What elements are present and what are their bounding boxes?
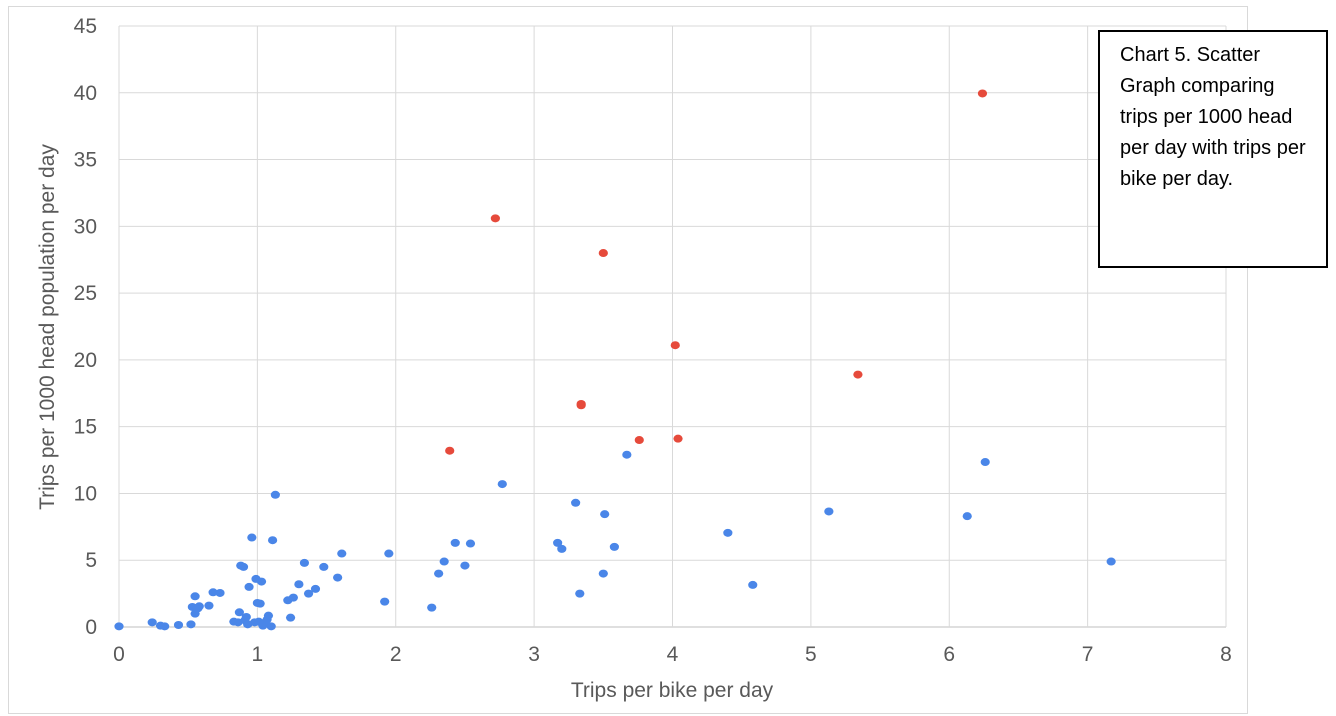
y-tick-label: 15 xyxy=(74,416,97,439)
data-point-blue xyxy=(1106,557,1116,566)
data-point-blue xyxy=(622,450,632,459)
data-point-red xyxy=(670,341,680,350)
y-tick-label: 10 xyxy=(74,482,97,505)
chart-annotation-text: Chart 5. Scatter Graph comparing trips p… xyxy=(1120,44,1306,190)
data-point-blue xyxy=(233,618,243,627)
y-tick-label: 0 xyxy=(85,616,97,639)
data-point-blue xyxy=(256,577,267,586)
x-tick-label: 0 xyxy=(113,643,125,666)
data-point-blue xyxy=(266,622,276,631)
data-point-blue xyxy=(460,561,470,570)
data-point-blue xyxy=(337,549,347,558)
data-point-red xyxy=(673,434,683,443)
data-point-blue xyxy=(244,582,254,591)
y-tick-label: 40 xyxy=(74,82,97,105)
data-point-blue xyxy=(247,533,257,542)
data-point-blue xyxy=(571,498,581,507)
data-point-blue xyxy=(557,544,567,553)
data-point-blue xyxy=(241,612,251,621)
data-point-blue xyxy=(173,620,184,629)
data-point-blue xyxy=(294,580,304,589)
y-tick-label: 5 xyxy=(85,549,97,572)
x-tick-label: 2 xyxy=(390,643,402,666)
data-point-red xyxy=(977,89,988,98)
data-point-blue xyxy=(380,597,390,606)
data-point-blue xyxy=(450,538,460,547)
data-point-blue xyxy=(598,569,608,578)
data-point-blue xyxy=(824,507,834,516)
data-point-blue xyxy=(238,562,249,571)
data-point-blue xyxy=(204,601,214,610)
data-point-blue xyxy=(497,480,507,489)
data-point-blue xyxy=(114,622,124,631)
y-tick-label: 35 xyxy=(74,149,97,172)
data-point-blue xyxy=(748,580,758,589)
y-tick-label: 45 xyxy=(74,15,97,38)
x-axis-title: Trips per bike per day xyxy=(571,679,774,702)
data-point-blue xyxy=(609,542,619,551)
data-point-blue xyxy=(439,557,449,566)
y-tick-label: 20 xyxy=(74,349,97,372)
data-point-blue xyxy=(299,558,310,567)
data-point-blue xyxy=(333,573,343,582)
data-point-red xyxy=(634,436,644,445)
grid-lines xyxy=(118,25,1227,628)
data-point-blue xyxy=(427,603,437,612)
data-point-red xyxy=(445,446,455,455)
data-point-blue xyxy=(208,588,218,597)
data-point-red xyxy=(576,399,586,408)
data-point-blue xyxy=(270,490,280,499)
y-tick-label: 30 xyxy=(74,215,97,238)
data-point-blue xyxy=(723,528,733,537)
data-point-blue xyxy=(190,592,200,601)
data-point-blue xyxy=(243,620,253,629)
data-point-blue xyxy=(267,536,278,545)
data-point-blue xyxy=(186,620,196,629)
data-point-blue xyxy=(288,593,298,602)
data-point-blue xyxy=(285,613,296,622)
data-point-blue xyxy=(147,618,157,627)
data-points xyxy=(114,89,1116,631)
data-point-blue xyxy=(384,549,394,558)
data-point-blue xyxy=(215,588,225,597)
data-point-blue xyxy=(263,611,274,620)
data-point-blue xyxy=(553,538,563,547)
data-point-blue xyxy=(234,608,244,617)
data-point-red xyxy=(598,249,608,258)
data-point-blue xyxy=(310,584,321,593)
x-tick-label: 8 xyxy=(1220,643,1232,666)
data-point-blue xyxy=(962,512,972,521)
x-tick-label: 5 xyxy=(805,643,817,666)
data-point-red xyxy=(853,370,863,379)
x-tick-label: 4 xyxy=(667,643,679,666)
y-tick-label: 25 xyxy=(74,282,97,305)
data-point-blue xyxy=(600,510,610,519)
data-point-blue xyxy=(465,539,476,548)
data-point-blue xyxy=(255,599,265,608)
y-axis-title: Trips per 1000 head population per day xyxy=(36,144,59,510)
data-point-blue xyxy=(575,589,585,598)
data-point-blue xyxy=(980,458,990,467)
x-tick-label: 7 xyxy=(1082,643,1094,666)
chart-annotation-box: Chart 5. Scatter Graph comparing trips p… xyxy=(1098,30,1328,268)
data-point-blue xyxy=(319,562,329,571)
data-point-blue xyxy=(303,589,314,598)
data-point-blue xyxy=(434,569,444,578)
x-tick-label: 1 xyxy=(252,643,264,666)
x-tick-label: 3 xyxy=(528,643,540,666)
x-tick-label: 6 xyxy=(943,643,955,666)
data-point-blue xyxy=(160,622,170,631)
data-point-blue xyxy=(194,602,204,611)
data-point-red xyxy=(490,214,500,223)
